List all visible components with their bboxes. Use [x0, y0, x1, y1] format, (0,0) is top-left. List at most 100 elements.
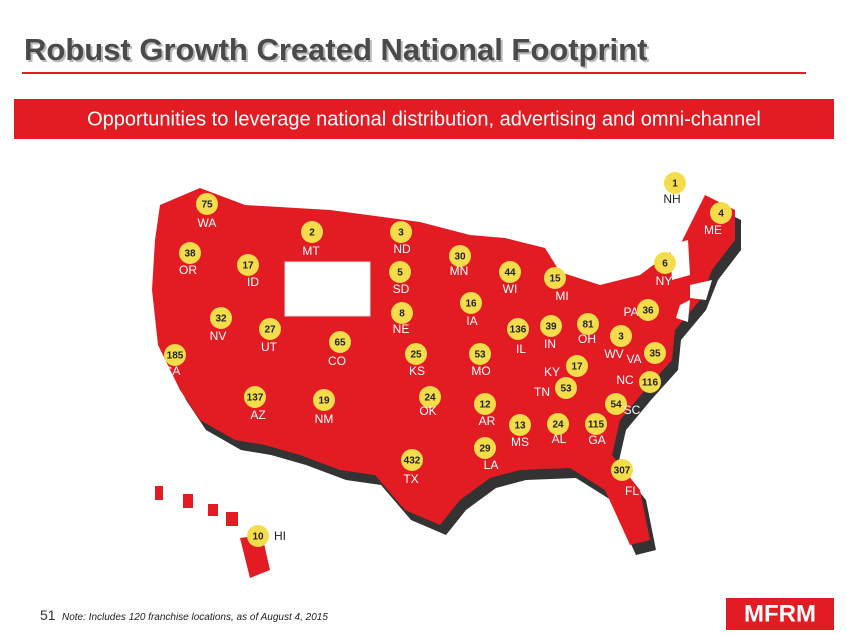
store-count: 432 [404, 456, 421, 467]
count-badge [654, 252, 676, 274]
count-badge [507, 318, 529, 340]
state-label: GA [588, 433, 605, 447]
page-number: 51 [40, 607, 56, 623]
store-count: 6 [662, 259, 668, 270]
state-label: WV [604, 347, 623, 361]
state-label: MS [511, 435, 529, 449]
count-badge [474, 393, 496, 415]
us-map [152, 188, 741, 578]
store-count: 25 [410, 350, 422, 361]
store-count: 29 [479, 444, 491, 455]
store-count: 24 [424, 393, 436, 404]
count-badge [611, 459, 633, 481]
state-label: MN [450, 264, 469, 278]
state-label: KS [409, 364, 425, 378]
count-badge [449, 245, 471, 267]
count-badge [405, 343, 427, 365]
state-label: VA [626, 352, 641, 366]
store-count: 38 [184, 249, 196, 260]
count-badge [210, 307, 232, 329]
store-count: 81 [582, 320, 594, 331]
store-count: 116 [642, 378, 659, 389]
state-label: WI [503, 282, 518, 296]
state-label: NV [210, 329, 227, 343]
count-badge [196, 193, 218, 215]
count-badge [164, 344, 186, 366]
state-label: SD [393, 282, 410, 296]
store-count: 15 [549, 274, 561, 285]
count-badge [244, 386, 266, 408]
store-count: 307 [614, 466, 631, 477]
count-badge [391, 302, 413, 324]
state-label: MI [555, 289, 568, 303]
store-count: 8 [399, 309, 405, 320]
state-label: KY [544, 365, 560, 379]
state-label: AZ [250, 408, 265, 422]
state-label: OK [419, 404, 436, 418]
count-badge [585, 413, 607, 435]
state-label: NM [315, 412, 334, 426]
store-count: 13 [514, 421, 526, 432]
state-label: TX [403, 472, 418, 486]
state-label: MO [471, 364, 490, 378]
title-shadow: Robust Growth Created National Footprint [26, 34, 649, 69]
store-count: 10 [252, 532, 264, 543]
store-count: 17 [571, 362, 583, 373]
count-badge [469, 343, 491, 365]
count-badge [474, 437, 496, 459]
logo-box [726, 598, 834, 630]
state-label: IN [544, 337, 556, 351]
banner-text: Opportunities to leverage national distr… [87, 108, 761, 130]
state-label: PA [623, 305, 638, 319]
count-badge [390, 221, 412, 243]
state-label: CA [164, 364, 181, 378]
count-badge [401, 449, 423, 471]
count-badge [540, 315, 562, 337]
store-count: 53 [474, 350, 486, 361]
count-badge [605, 393, 627, 415]
store-count: 36 [642, 306, 654, 317]
store-count: 3 [398, 228, 404, 239]
store-count: 54 [610, 400, 622, 411]
store-count: 137 [247, 393, 264, 404]
state-label: HI [274, 529, 286, 543]
count-badge [664, 172, 686, 194]
store-count: 65 [334, 338, 346, 349]
state-label: ND [393, 242, 411, 256]
state-label: MT [302, 244, 320, 258]
store-count: 32 [215, 314, 227, 325]
footnote: Note: Includes 120 franchise locations, … [62, 612, 328, 623]
state-label: WA [198, 216, 217, 230]
store-count: 115 [588, 420, 605, 431]
count-badge [329, 331, 351, 353]
count-badge [247, 525, 269, 547]
state-label: AL [552, 432, 567, 446]
count-badge [237, 254, 259, 276]
store-count: 136 [510, 325, 527, 336]
state-label: TN [534, 385, 550, 399]
count-badge [577, 313, 599, 335]
count-badge [639, 371, 661, 393]
logo: MFRM [744, 600, 816, 627]
store-count: 3 [618, 332, 624, 343]
state-label: UT [261, 340, 278, 354]
title: Robust Growth Created National Footprint [24, 32, 647, 67]
store-count: 17 [242, 261, 254, 272]
count-badge [179, 242, 201, 264]
count-badge [547, 413, 569, 435]
state-label: OR [179, 263, 197, 277]
state-label: NH [663, 192, 680, 206]
state-label: ID [247, 275, 259, 289]
state-label: IL [516, 342, 526, 356]
store-count: 53 [560, 384, 572, 395]
store-count: 27 [264, 325, 276, 336]
state-label: NY [656, 274, 673, 288]
count-badge [313, 389, 335, 411]
store-count: 24 [552, 420, 564, 431]
state-label: SC [624, 403, 641, 417]
count-badge [389, 261, 411, 283]
store-count: 30 [454, 252, 466, 263]
count-badge [710, 202, 732, 224]
